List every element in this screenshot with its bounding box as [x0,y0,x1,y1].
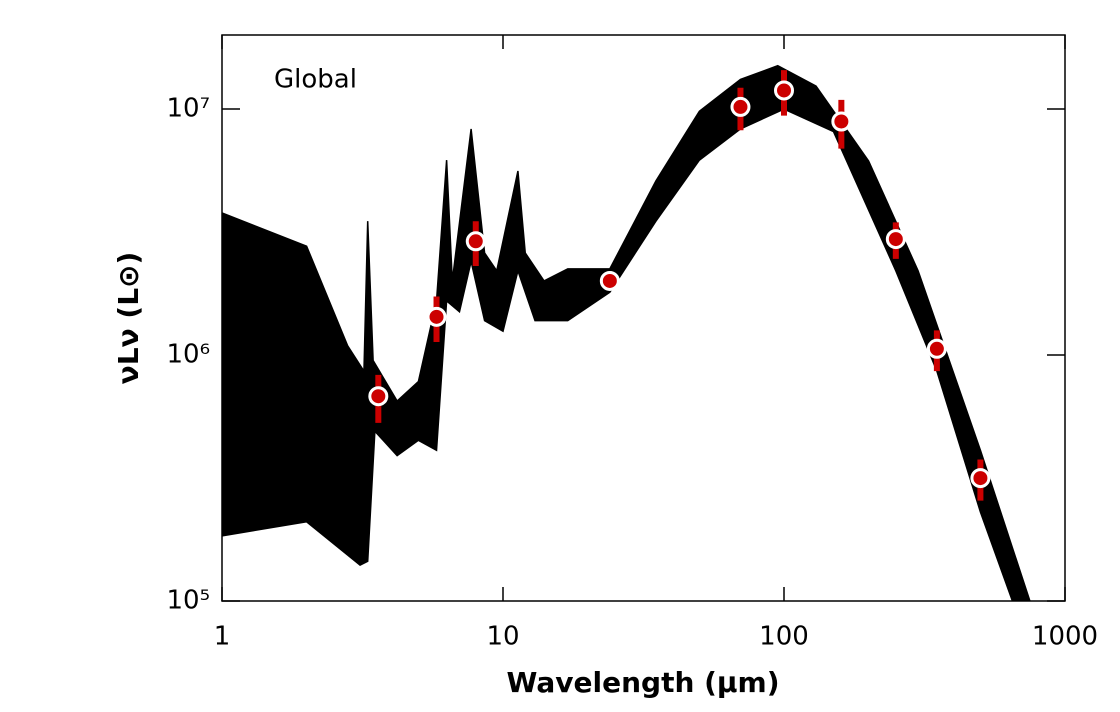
y-tick-label: 10⁵ [166,586,210,616]
y-tick-label: 10⁷ [166,94,210,124]
x-tick-label: 1 [214,622,231,652]
x-tick-label: 100 [759,622,809,652]
data-point [426,306,447,327]
data-point [599,270,620,291]
data-point [831,111,852,132]
data-point [970,468,991,489]
data-point [368,386,389,407]
x-tick-label: 1000 [1032,622,1098,652]
observations [368,70,991,501]
y-axis-label: νLν (L⊙) [112,252,145,385]
data-point [926,338,947,359]
y-tick-label: 10⁶ [166,340,210,370]
model-envelope [222,108,1014,601]
data-point [730,96,751,117]
plot-frame [221,34,1066,602]
model-envelope [222,64,1031,601]
model-band [222,64,1031,601]
data-point [465,231,486,252]
data-point [774,80,794,101]
x-axis-label: Wavelength (μm) [506,666,779,699]
annotation: Global [274,65,357,95]
data-point [885,229,906,250]
x-tick-label: 10 [486,622,519,652]
